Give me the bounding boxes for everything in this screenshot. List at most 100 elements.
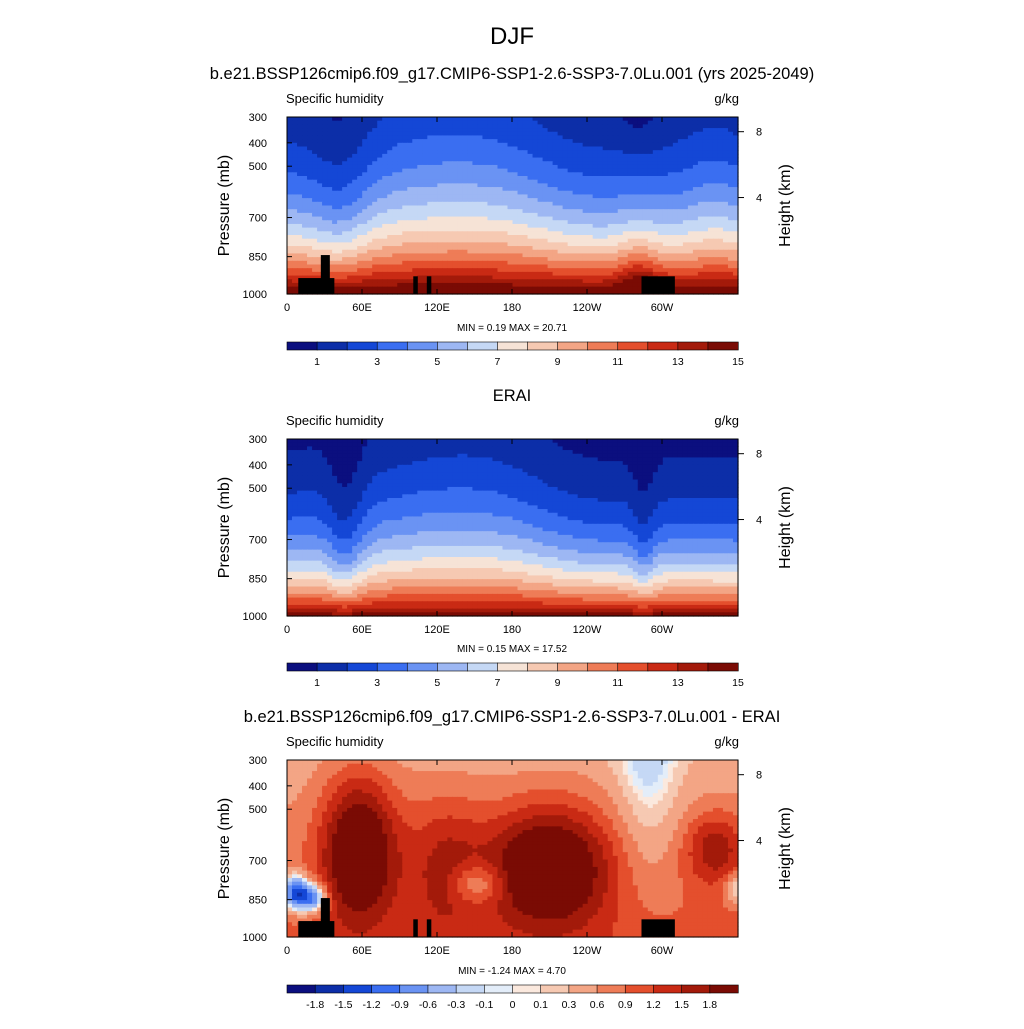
contour-cell — [708, 228, 714, 232]
contour-cell — [543, 231, 549, 235]
contour-cell — [633, 450, 639, 454]
contour-cell — [673, 191, 679, 195]
contour-cell — [568, 135, 574, 139]
contour-cell — [663, 261, 669, 265]
contour-cell — [678, 250, 684, 254]
contour-cell — [613, 198, 619, 202]
contour-cell — [683, 217, 689, 221]
contour-cell — [347, 253, 353, 257]
contour-cell — [482, 124, 488, 128]
contour-cell — [618, 261, 624, 265]
contour-cell — [457, 276, 463, 280]
contour-cell — [407, 213, 413, 217]
contour-cell — [538, 183, 544, 187]
contour-cell — [477, 158, 483, 162]
contour-cell — [593, 191, 599, 195]
contour-cell — [352, 454, 358, 458]
contour-cell — [713, 132, 719, 136]
contour-cell — [287, 220, 293, 224]
contour-cell — [412, 268, 418, 272]
contour-cell — [297, 443, 303, 447]
contour-cell — [553, 279, 559, 283]
contour-cell — [342, 180, 348, 184]
contour-cell — [357, 165, 363, 169]
contour-cell — [297, 228, 303, 232]
contour-cell — [337, 139, 343, 143]
y-tick-label: 300 — [249, 112, 267, 124]
contour-cell — [623, 253, 629, 257]
contour-cell — [543, 450, 549, 454]
contour-cell — [322, 206, 328, 210]
contour-cell — [718, 239, 724, 243]
contour-cell — [693, 242, 699, 246]
contour-cell — [472, 187, 478, 191]
contour-cell — [477, 257, 483, 261]
contour-cell — [377, 276, 383, 280]
contour-cell — [347, 180, 353, 184]
contour-cell — [297, 439, 303, 443]
contour-cell — [402, 154, 408, 158]
contour-cell — [472, 461, 478, 465]
contour-cell — [648, 117, 654, 121]
contour-cell — [628, 253, 634, 257]
contour-cell — [417, 209, 423, 213]
contour-cell — [528, 228, 534, 232]
contour-cell — [337, 187, 343, 191]
contour-cell — [533, 276, 539, 280]
contour-cell — [623, 194, 629, 198]
contour-cell — [728, 135, 734, 139]
contour-cell — [472, 213, 478, 217]
contour-cell — [593, 228, 599, 232]
contour-cell — [708, 194, 714, 198]
contour-cell — [317, 239, 323, 243]
contour-cell — [513, 194, 519, 198]
contour-cell — [528, 268, 534, 272]
contour-cell — [347, 454, 353, 458]
contour-cell — [402, 224, 408, 228]
contour-cell — [513, 261, 519, 265]
contour-cell — [297, 135, 303, 139]
contour-cell — [688, 180, 694, 184]
colorbar-label: 15 — [732, 356, 744, 368]
contour-cell — [578, 279, 584, 283]
contour-cell — [618, 143, 624, 147]
contour-cell — [502, 450, 508, 454]
contour-cell — [638, 117, 644, 121]
contour-cell — [422, 202, 428, 206]
contour-cell — [563, 276, 569, 280]
contour-cell — [382, 139, 388, 143]
contour-cell — [603, 446, 609, 450]
contour-cell — [332, 450, 338, 454]
contour-cell — [513, 180, 519, 184]
contour-cell — [382, 268, 388, 272]
contour-cell — [618, 235, 624, 239]
contour-cell — [307, 147, 313, 151]
contour-cell — [673, 165, 679, 169]
contour-cell — [723, 268, 729, 272]
contour-cell — [462, 187, 468, 191]
contour-cell — [663, 272, 669, 276]
contour-cell — [507, 283, 513, 287]
contour-cell — [472, 261, 478, 265]
contour-cell — [467, 176, 473, 180]
contour-cell — [583, 246, 589, 250]
contour-cell — [292, 457, 298, 461]
contour-cell — [728, 283, 734, 287]
contour-cell — [342, 239, 348, 243]
contour-cell — [382, 191, 388, 195]
contour-cell — [718, 246, 724, 250]
contour-cell — [533, 450, 539, 454]
contour-cell — [382, 250, 388, 254]
contour-cell — [367, 194, 373, 198]
contour-cell — [342, 139, 348, 143]
contour-cell — [417, 439, 423, 443]
contour-cell — [287, 450, 293, 454]
contour-cell — [543, 439, 549, 443]
contour-cell — [362, 228, 368, 232]
contour-cell — [693, 454, 699, 458]
contour-cell — [538, 246, 544, 250]
contour-cell — [643, 235, 649, 239]
contour-cell — [427, 198, 433, 202]
contour-cell — [422, 220, 428, 224]
contour-cell — [538, 220, 544, 224]
